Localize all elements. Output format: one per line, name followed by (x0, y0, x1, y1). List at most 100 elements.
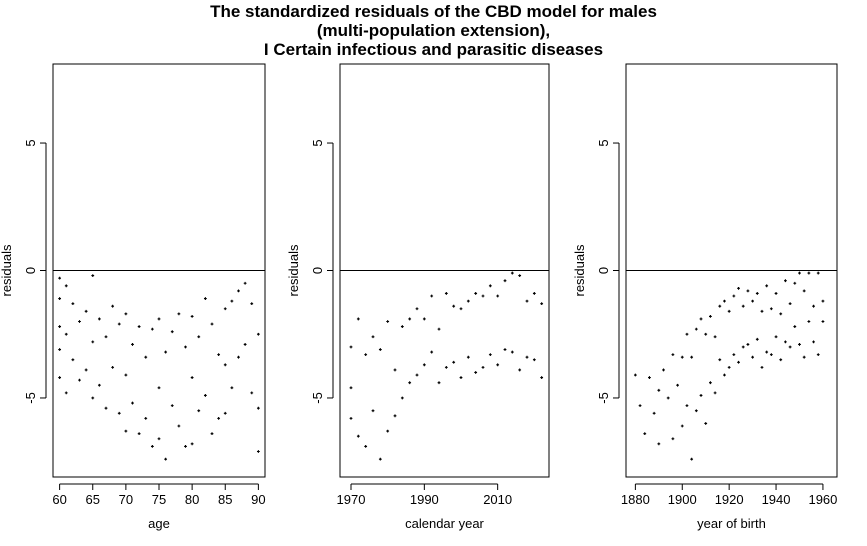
data-point (685, 404, 689, 408)
data-point (532, 292, 536, 295)
data-point (525, 355, 529, 359)
data-point (671, 437, 675, 441)
y-axis: -5 0 5 (23, 139, 47, 404)
data-point (452, 304, 456, 308)
y-axis-label: residuals (286, 244, 301, 297)
data-point (648, 376, 651, 379)
data-point (481, 365, 485, 369)
data-point (474, 292, 478, 295)
data-point (124, 429, 128, 433)
data-point (64, 332, 68, 336)
data-point (91, 340, 95, 344)
data-point (364, 445, 368, 448)
y-tick-label: 5 (23, 139, 38, 146)
x-tick-label: 1880 (621, 492, 650, 507)
data-point (157, 317, 161, 321)
data-point (243, 281, 247, 285)
data-point (415, 307, 419, 311)
data-point (666, 396, 670, 400)
x-axis-label: calendar year (405, 516, 484, 531)
title-line-3: I Certain infectious and parasitic disea… (264, 40, 603, 59)
y-tick-label: -5 (310, 392, 325, 404)
data-point (657, 442, 661, 446)
data-point (349, 386, 353, 390)
data-point (78, 378, 81, 382)
data-point (58, 276, 62, 280)
x-axis: 1880 1900 1920 1940 1960 (621, 483, 837, 507)
data-point (250, 391, 254, 395)
data-point (393, 368, 397, 372)
data-point (518, 368, 522, 372)
data-point (223, 411, 227, 415)
data-point (633, 373, 637, 377)
data-point (117, 322, 121, 326)
data-point (190, 314, 194, 318)
data-point (774, 335, 778, 339)
data-point (466, 355, 470, 359)
data-point (540, 302, 544, 306)
data-point (131, 343, 134, 346)
data-point (78, 320, 81, 323)
data-point (807, 271, 811, 275)
x-axis-label: age (148, 516, 170, 531)
data-point (91, 274, 95, 277)
data-point (256, 332, 260, 336)
data-point (718, 304, 722, 308)
data-point (755, 292, 759, 295)
data-point (356, 317, 360, 321)
data-point (422, 363, 426, 367)
data-point (751, 299, 754, 303)
x-axis-label: year of birth (697, 516, 766, 531)
data-point (393, 414, 397, 418)
x-axis: 60 65 70 75 80 85 90 (52, 483, 266, 507)
y-tick-label: 5 (596, 139, 611, 146)
y-axis: -5 0 5 (596, 139, 620, 404)
data-point (694, 327, 698, 331)
data-point (408, 381, 412, 385)
data-point (217, 353, 221, 357)
data-point (723, 299, 726, 303)
data-point (356, 434, 360, 438)
data-point (532, 358, 536, 362)
data-point (718, 358, 722, 362)
data-point (256, 406, 260, 410)
data-point (798, 343, 801, 346)
data-point (713, 335, 717, 339)
panel-age: 60 65 70 75 80 85 90 -5 0 5 age residuals (0, 63, 266, 531)
data-point (732, 294, 736, 298)
data-point (732, 353, 736, 357)
data-point (210, 432, 214, 436)
y-tick-label: 0 (23, 267, 38, 274)
data-point (84, 368, 88, 372)
data-point (709, 314, 712, 318)
data-point (765, 284, 769, 288)
data-point (510, 350, 514, 354)
data-point (104, 335, 108, 339)
data-point (510, 271, 514, 275)
data-point (488, 353, 492, 357)
figure-title: The standardized residuals of the CBD mo… (210, 2, 657, 59)
data-point (157, 437, 161, 441)
data-point (349, 345, 353, 349)
data-point (727, 365, 731, 369)
data-point (503, 348, 507, 351)
y-tick-label: -5 (23, 392, 38, 404)
data-point (230, 386, 234, 390)
data-point (779, 312, 783, 316)
data-point (680, 424, 684, 428)
data-point (466, 299, 470, 303)
data-point (741, 304, 745, 308)
data-point (117, 411, 121, 415)
data-point (671, 353, 675, 357)
x-tick-label: 85 (218, 492, 232, 507)
data-point (652, 411, 656, 415)
data-point (816, 353, 820, 357)
y-axis-label: residuals (572, 244, 587, 297)
x-tick-label: 90 (251, 492, 265, 507)
data-point (150, 327, 154, 331)
x-tick-label: 1960 (808, 492, 837, 507)
data-point (71, 302, 75, 306)
data-point (408, 317, 412, 321)
data-point (144, 355, 148, 359)
